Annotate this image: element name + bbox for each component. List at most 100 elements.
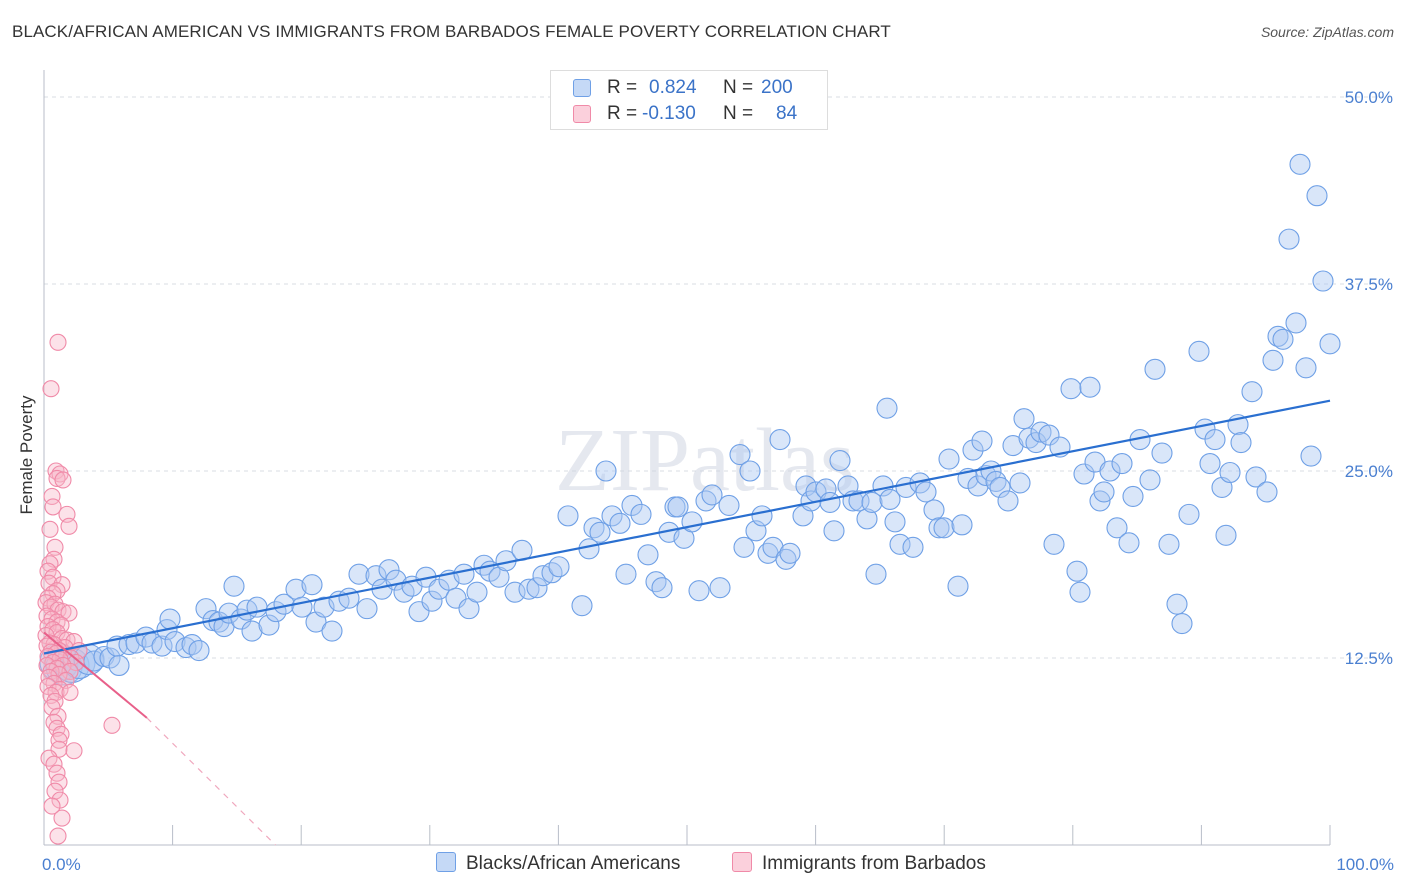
data-point-barbados (49, 827, 67, 845)
data-point-blacks (223, 575, 245, 597)
data-point-blacks (967, 475, 989, 497)
data-point-blacks (1178, 503, 1200, 525)
data-point-blacks (621, 494, 643, 516)
data-point-blacks (526, 577, 548, 599)
data-point-blacks (829, 449, 851, 472)
data-point-barbados (65, 632, 83, 651)
data-point-blacks (159, 608, 181, 630)
data-point-blacks (902, 536, 924, 558)
data-point-blacks (1060, 378, 1082, 400)
data-point-blacks (928, 517, 950, 539)
tick-labels: 12.5% 25.0% 37.5% 50.0% 0.0% 100.0% (42, 88, 1394, 874)
legend-r-label: R = (607, 77, 638, 98)
data-point-barbados (50, 731, 68, 749)
data-point-barbados (43, 698, 61, 716)
data-point-blacks (1215, 524, 1237, 546)
data-point-blacks (884, 511, 906, 533)
data-point-blacks (1069, 581, 1091, 603)
bottom-legend-barbados: Immigrants from Barbados (732, 852, 986, 876)
data-point-blacks (779, 542, 801, 564)
bottom-legend-blacks: Blacks/African Americans (436, 852, 680, 876)
data-point-blacks (1158, 533, 1180, 555)
data-point-blacks (751, 505, 773, 527)
data-point-blacks (762, 536, 784, 558)
data-point-blacks (1043, 533, 1065, 555)
data-point-blacks (246, 596, 268, 618)
data-point-blacks (1009, 472, 1031, 494)
data-point-barbados (50, 665, 68, 684)
y-tick-label: 37.5% (1345, 275, 1393, 294)
y-axis-label: Female Poverty (17, 395, 36, 515)
data-point-blacks (1219, 461, 1241, 484)
legend-n-value: 84 (776, 103, 798, 124)
data-point-blacks (876, 397, 898, 419)
data-point-blacks (718, 494, 740, 516)
legend-swatch-blue (573, 79, 591, 97)
data-point-blacks (609, 512, 631, 534)
data-point-blacks (356, 598, 378, 620)
data-point-barbados (48, 469, 66, 488)
grid-lines (44, 96, 1394, 659)
bottom-legend-label-barbados: Immigrants from Barbados (762, 853, 986, 874)
data-point-blacks (181, 633, 203, 656)
legend-n-label: N = (723, 77, 754, 98)
data-point-blacks (938, 448, 960, 470)
data-point-blacks (1188, 340, 1210, 362)
data-point-blacks (1306, 185, 1328, 207)
data-point-blacks (733, 536, 755, 558)
legend-n-value: 200 (761, 77, 793, 98)
data-point-barbados (42, 380, 60, 398)
data-point-blacks (1144, 358, 1166, 380)
data-point-blacks (729, 443, 751, 466)
data-point-blacks (1118, 532, 1140, 554)
legend-swatch-pink (573, 105, 591, 123)
data-point-blacks (856, 508, 878, 530)
data-point-barbados (53, 809, 71, 827)
data-point-blacks (1122, 485, 1144, 507)
data-point-blacks (985, 470, 1007, 493)
bottom-legend-swatch-blue (436, 852, 456, 872)
data-point-blacks (951, 514, 973, 536)
trend-lines (43, 399, 1331, 846)
data-point-blacks (321, 620, 343, 642)
data-point-blacks (1272, 328, 1294, 350)
data-point-blacks (1038, 424, 1060, 446)
data-point-blacks (348, 563, 370, 585)
data-point-blacks (865, 563, 887, 585)
data-point-barbados (65, 742, 83, 760)
data-point-blacks (518, 578, 540, 600)
data-point-blacks (915, 481, 937, 503)
data-point-blacks (701, 484, 723, 506)
y-tick-label: 50.0% (1345, 88, 1393, 107)
data-point-blacks (291, 596, 313, 618)
data-point-blacks (709, 577, 731, 599)
data-point-blacks (1256, 481, 1278, 503)
data-point-blacks (651, 577, 673, 599)
data-point-blacks (1295, 357, 1317, 379)
data-point-barbados (50, 773, 68, 791)
series-barbados-points (37, 333, 121, 845)
data-point-barbados (67, 653, 85, 672)
data-point-blacks (889, 533, 911, 555)
legend-n-label: N = (723, 103, 754, 124)
trend-line-barbados-extension (146, 717, 276, 846)
data-point-blacks (125, 632, 147, 654)
data-point-blacks (923, 499, 945, 521)
data-point-blacks (695, 490, 717, 512)
data-point-blacks (1073, 463, 1095, 485)
data-point-barbados (45, 755, 63, 773)
axes (43, 70, 1331, 846)
data-point-blacks (688, 580, 710, 602)
data-point-blacks (739, 460, 761, 482)
data-point-blacks (601, 505, 623, 527)
data-point-blacks (421, 590, 443, 612)
chart-title: BLACK/AFRICAN AMERICAN VS IMMIGRANTS FRO… (12, 22, 891, 41)
data-point-blacks (1285, 312, 1307, 334)
data-point-blacks (1319, 333, 1341, 355)
source-label: Source: ZipAtlas.com (1260, 24, 1394, 40)
data-point-blacks (962, 439, 984, 461)
legend-r-value: -0.130 (642, 103, 696, 124)
data-point-blacks (645, 571, 667, 593)
data-point-barbados (61, 662, 79, 681)
data-point-blacks (637, 544, 659, 566)
